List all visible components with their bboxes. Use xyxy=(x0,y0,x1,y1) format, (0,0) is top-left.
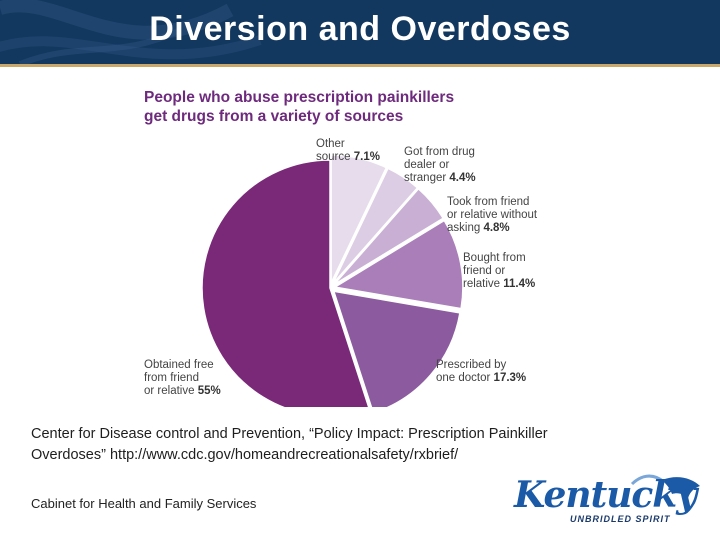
slice-label-line: friend or xyxy=(463,265,506,277)
slice-percent: 11.4% xyxy=(500,278,536,290)
pie-chart-svg xyxy=(201,154,464,407)
slice-label-line: source 7.1% xyxy=(316,151,380,163)
slice-percent: 4.8% xyxy=(480,222,510,234)
slice-label-line: relative 11.4% xyxy=(463,278,536,290)
header-swirl-decoration xyxy=(0,0,262,64)
slice-label-0: Other source 7.1% xyxy=(316,138,380,164)
slice-label-line: Bought from xyxy=(463,252,526,264)
pie-slice-3 xyxy=(332,219,464,310)
logo-wordmark: Kentucky xyxy=(514,474,697,516)
slice-label-line: from friend xyxy=(144,372,199,384)
pie-slice-1 xyxy=(332,167,419,285)
source-line-1: Center for Disease control and Preventio… xyxy=(31,426,548,442)
chart-title-line2: get drugs from a variety of sources xyxy=(144,108,404,125)
source-line-2: Overdoses” http://www.cdc.gov/homeandrec… xyxy=(31,447,459,463)
slice-label-line: Got from drug xyxy=(404,146,475,158)
pie-slice-0 xyxy=(330,154,388,284)
source-citation: Center for Disease control and Preventio… xyxy=(31,424,691,466)
header-divider xyxy=(0,64,720,67)
slice-label-line: Obtained free xyxy=(144,359,214,371)
slice-percent: 4.4% xyxy=(446,172,476,184)
slice-percent: 7.1% xyxy=(350,151,380,163)
slice-label-1: Got from drug dealer or stranger 4.4% xyxy=(404,146,476,185)
kentucky-logo: Kentucky UNBRIDLED SPIRIT xyxy=(512,472,712,532)
slice-percent: 17.3% xyxy=(490,372,527,384)
slice-label-line: Prescribed by xyxy=(436,359,507,371)
pie-slice-5 xyxy=(201,159,370,407)
slice-label-line: or relative 55% xyxy=(144,385,221,397)
chart-title: People who abuse prescription painkiller… xyxy=(144,88,564,126)
chart-title-line1: People who abuse prescription painkiller… xyxy=(144,89,455,106)
footer-text: Cabinet for Health and Family Services xyxy=(31,496,257,511)
slice-label-2: Took from friend or relative without askin… xyxy=(447,196,537,235)
slice-label-3: Bought from friend or relative 11.4% xyxy=(463,252,535,291)
pie-slice-2 xyxy=(333,187,445,286)
slice-label-5: Obtained free from friend or relative 55% xyxy=(144,359,221,398)
pie-slice-4 xyxy=(332,290,461,407)
slice-label-line: or relative without xyxy=(447,209,538,221)
pie-chart: People who abuse prescription painkiller… xyxy=(120,82,570,407)
slice-label-line: one doctor 17.3% xyxy=(436,372,527,384)
slice-percent: 55% xyxy=(194,385,221,397)
logo-tagline: UNBRIDLED SPIRIT xyxy=(570,514,671,524)
slice-label-line: asking 4.8% xyxy=(447,222,510,234)
slice-label-4: Prescribed by one doctor 17.3% xyxy=(436,359,526,385)
header-bar: Diversion and Overdoses xyxy=(0,0,720,64)
slice-label-line: dealer or xyxy=(404,159,450,171)
horse-icon xyxy=(630,474,700,498)
slice-label-line: stranger 4.4% xyxy=(404,172,476,184)
slide-title: Diversion and Overdoses xyxy=(149,10,571,48)
slice-label-line: Other xyxy=(316,138,345,150)
slice-label-line: Took from friend xyxy=(447,196,530,208)
